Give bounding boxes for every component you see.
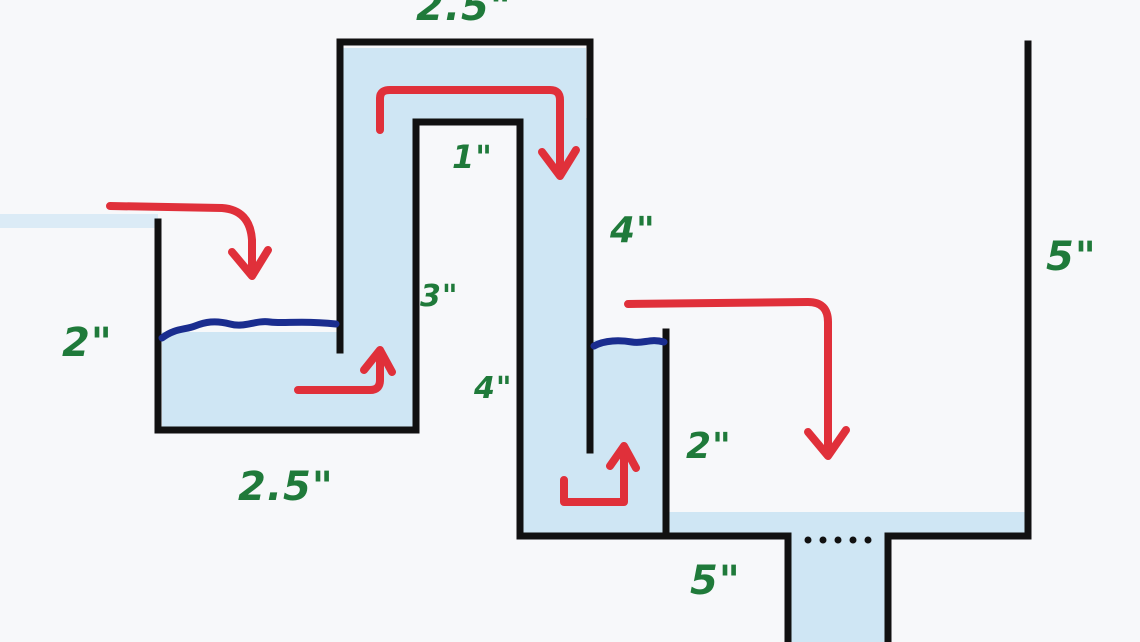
label-inner-gap: 1": [452, 138, 493, 176]
flow-arrow-left-up: [294, 346, 396, 394]
label-small-chamber-height: 2": [686, 426, 732, 467]
flow-arrow-outlet: [624, 298, 850, 460]
label-bottom-width: 5": [690, 558, 741, 604]
label-left-bottom-width: 2.5": [238, 464, 334, 510]
label-top-width: 2.5": [416, 0, 512, 30]
inlet-water-film: [0, 214, 158, 228]
water-fill-group: [0, 48, 1026, 642]
bottom-basin-water: [666, 512, 1026, 536]
outer-wall-left: [154, 118, 792, 642]
dimension-labels: 2.5" 1" 2" 2.5" 3" 4" 4" 2" 5" 5": [62, 0, 1097, 604]
left-water-surface: [158, 318, 340, 342]
label-right-wall-height: 5": [1046, 234, 1097, 280]
right-basin-wall: [884, 40, 1032, 540]
flow-arrow-small-chamber-up: [560, 442, 640, 506]
flow-arrow-top-bridge: [376, 86, 580, 180]
label-middle-riser-height: 4": [473, 371, 513, 406]
water-surface-group: [158, 318, 668, 350]
label-middle-drop-height: 4": [609, 210, 656, 251]
pipe-outline: [154, 38, 1032, 642]
right-water-surface: [590, 337, 668, 350]
small-chamber-water: [522, 340, 666, 536]
drain-pipe-water: [788, 536, 888, 642]
label-left-riser-height: 3": [420, 279, 459, 314]
flow-arrow-inlet: [106, 202, 272, 280]
inner-riser-wall: [336, 38, 594, 454]
flow-arrows: [106, 86, 850, 506]
label-left-height: 2": [62, 320, 113, 366]
drain-dots: [804, 536, 872, 544]
